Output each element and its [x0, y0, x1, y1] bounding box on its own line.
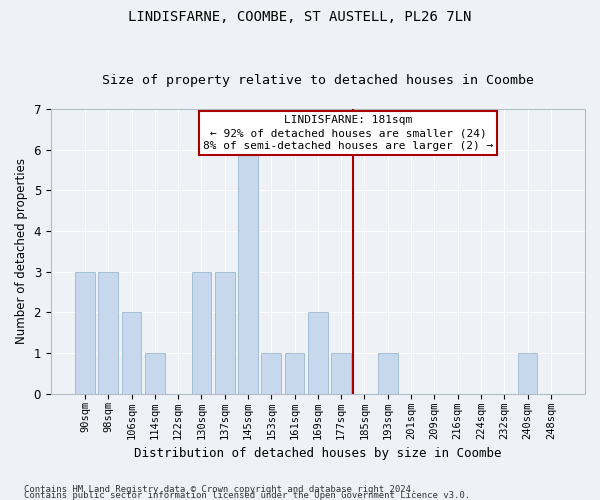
Bar: [308, 312, 328, 394]
Text: LINDISFARNE: 181sqm
← 92% of detached houses are smaller (24)
8% of semi-detache: LINDISFARNE: 181sqm ← 92% of detached ho…: [203, 115, 493, 152]
Bar: [191, 272, 211, 394]
Y-axis label: Number of detached properties: Number of detached properties: [15, 158, 28, 344]
X-axis label: Distribution of detached houses by size in Coombe: Distribution of detached houses by size …: [134, 447, 502, 460]
Bar: [122, 312, 142, 394]
Bar: [262, 353, 281, 394]
Bar: [238, 150, 258, 394]
Bar: [331, 353, 351, 394]
Text: Contains public sector information licensed under the Open Government Licence v3: Contains public sector information licen…: [24, 491, 470, 500]
Bar: [378, 353, 398, 394]
Text: LINDISFARNE, COOMBE, ST AUSTELL, PL26 7LN: LINDISFARNE, COOMBE, ST AUSTELL, PL26 7L…: [128, 10, 472, 24]
Bar: [215, 272, 235, 394]
Bar: [518, 353, 538, 394]
Bar: [75, 272, 95, 394]
Bar: [145, 353, 165, 394]
Title: Size of property relative to detached houses in Coombe: Size of property relative to detached ho…: [102, 74, 534, 87]
Bar: [284, 353, 304, 394]
Bar: [98, 272, 118, 394]
Text: Contains HM Land Registry data © Crown copyright and database right 2024.: Contains HM Land Registry data © Crown c…: [24, 484, 416, 494]
